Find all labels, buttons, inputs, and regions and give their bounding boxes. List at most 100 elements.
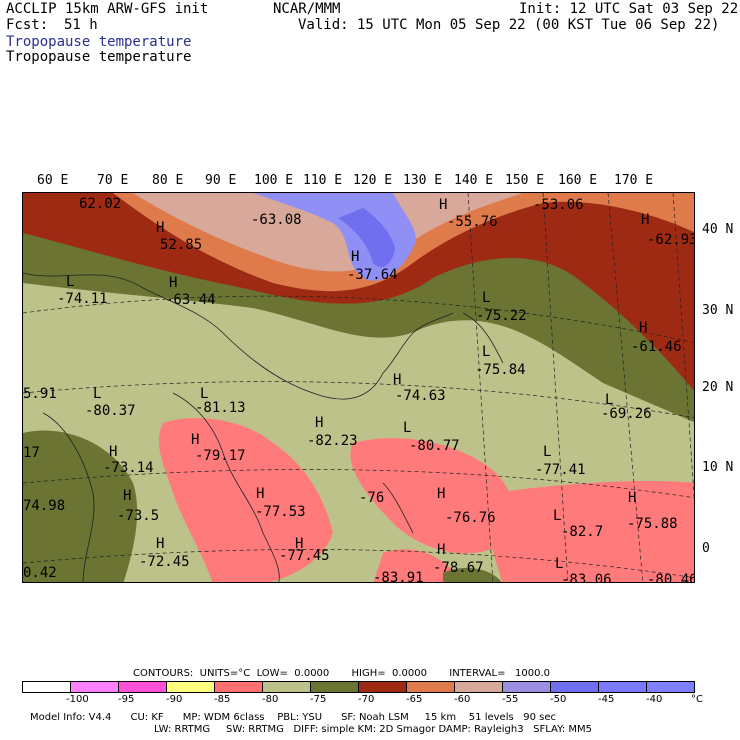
- high-marker: H: [439, 197, 448, 213]
- colorbar-swatch: [359, 682, 407, 692]
- map-value-label: -77.45: [279, 548, 330, 564]
- map-value-label: -83.06: [561, 572, 612, 583]
- lon-label: 140 E: [454, 173, 494, 188]
- lat-label: 30 N: [702, 303, 734, 318]
- map-field-shading: [23, 193, 694, 582]
- map-value-label: -83.91: [373, 570, 424, 583]
- map-value-label: 52.85: [160, 237, 203, 253]
- colorbar-label: -60: [454, 694, 471, 705]
- lon-label: 110 E: [303, 173, 343, 188]
- high-marker: H: [437, 542, 446, 558]
- colorbar-label: -65: [406, 694, 423, 705]
- map-value-label: -75.88: [627, 516, 678, 532]
- field-title: Tropopause temperature: [6, 49, 192, 65]
- map-value-label: -79.17: [195, 448, 246, 464]
- map-value-label: -78.67: [433, 560, 484, 576]
- colorbar-swatch: [599, 682, 647, 692]
- map-value-label: -80.37: [85, 403, 136, 419]
- org-label: NCAR/MMM: [273, 1, 341, 17]
- lat-label: 0: [702, 541, 710, 556]
- high-marker: H: [437, 486, 446, 502]
- low-marker: L: [482, 344, 491, 360]
- colorbar-swatch: [503, 682, 551, 692]
- map-value-label: -77.53: [255, 504, 306, 520]
- map-value-label: -80.77: [409, 438, 460, 454]
- high-marker: H: [315, 415, 324, 431]
- high-marker: H: [393, 372, 402, 388]
- colorbar-label: -55: [502, 694, 519, 705]
- map-value-label: 62.02: [79, 196, 122, 212]
- forecast-hours: 51 h: [64, 17, 98, 33]
- map-value-label: -62.93: [647, 232, 695, 248]
- map-value-label: -77.41: [535, 462, 586, 478]
- colorbar-swatch: [119, 682, 167, 692]
- low-marker: L: [553, 508, 562, 524]
- colorbar-swatch: [407, 682, 455, 692]
- low-marker: L: [543, 444, 552, 460]
- map-value-label: 0.42: [23, 565, 57, 581]
- lat-label: 10 N: [702, 460, 734, 475]
- high-marker: H: [156, 536, 165, 552]
- map-value-label: -81.13: [195, 400, 246, 416]
- init-time: Init: 12 UTC Sat 03 Sep 22: [519, 1, 739, 17]
- map-value-label: -76.76: [445, 510, 496, 526]
- colorbar-swatch: [167, 682, 215, 692]
- lat-label: 40 N: [702, 222, 734, 237]
- colorbar-swatch: [263, 682, 311, 692]
- high-marker: H: [295, 536, 304, 552]
- lon-label: 90 E: [205, 173, 237, 188]
- high-marker: H: [639, 320, 648, 336]
- colorbar-swatch: [551, 682, 599, 692]
- colorbar-label: -85: [214, 694, 231, 705]
- colorbar-label: -75: [310, 694, 327, 705]
- high-marker: H: [191, 432, 200, 448]
- high-marker: H: [123, 488, 132, 504]
- lon-label: 80 E: [152, 173, 184, 188]
- lon-label: 160 E: [558, 173, 598, 188]
- map-value-label: -74.11: [57, 291, 108, 307]
- map-value-label: -37.64: [347, 267, 398, 283]
- colorbar-swatch: [71, 682, 119, 692]
- lon-label: 60 E: [37, 173, 69, 188]
- map-value-label: -82.23: [307, 433, 358, 449]
- colorbar: [22, 681, 695, 693]
- map-value-label: -75.84: [475, 362, 526, 378]
- map-value-label: -75.22: [476, 308, 527, 324]
- map-value-label: -63.44: [165, 292, 216, 308]
- colorbar-label: -80: [262, 694, 279, 705]
- map-value-label: -69.26: [601, 406, 652, 422]
- valid-time: Valid: 15 UTC Mon 05 Sep 22 (00 KST Tue …: [298, 17, 720, 33]
- map-value-label: -73.14: [103, 460, 154, 476]
- colorbar-unit: °C: [691, 694, 703, 705]
- contours-info: CONTOURS: UNITS=°C LOW= 0.0000 HIGH= 0.0…: [133, 668, 551, 679]
- colorbar-label: -40: [646, 694, 663, 705]
- high-marker: H: [351, 249, 360, 265]
- colorbar-swatch: [311, 682, 359, 692]
- map-value-label: 17: [23, 445, 40, 461]
- low-marker: L: [66, 274, 75, 290]
- colorbar-swatch: [215, 682, 263, 692]
- map-value-label: -55.76: [447, 214, 498, 230]
- model-info-line: Model Info: V4.4 CU: KF MP: WDM 6class P…: [30, 712, 556, 723]
- colorbar-swatch: [647, 682, 694, 692]
- high-marker: H: [628, 490, 637, 506]
- low-marker: L: [93, 386, 102, 402]
- physics-info-line: LW: RRTMG SW: RRTMG DIFF: simple KM: 2D …: [154, 724, 593, 735]
- map-value-label: -73.5: [117, 508, 160, 524]
- low-marker: L: [555, 556, 564, 572]
- lon-label: 120 E: [353, 173, 393, 188]
- lon-label: 70 E: [97, 173, 129, 188]
- map-value-label: -72.45: [139, 554, 190, 570]
- tropopause-temperature-map: 62.02 -63.08 H -55.76 -53.06 H -62.93 H …: [22, 192, 695, 583]
- lat-label: 20 N: [702, 380, 734, 395]
- field-title-colored: Tropopause temperature: [6, 34, 192, 50]
- map-value-label: -80.46: [647, 572, 695, 583]
- forecast-label: Fcst:: [6, 17, 49, 33]
- lon-label: 150 E: [505, 173, 545, 188]
- colorbar-label: -90: [166, 694, 183, 705]
- colorbar-swatch: [455, 682, 503, 692]
- low-marker: L: [482, 290, 491, 306]
- map-value-label: -82.7: [561, 524, 604, 540]
- colorbar-swatch: [23, 682, 71, 692]
- map-value-label: -61.46: [631, 339, 682, 355]
